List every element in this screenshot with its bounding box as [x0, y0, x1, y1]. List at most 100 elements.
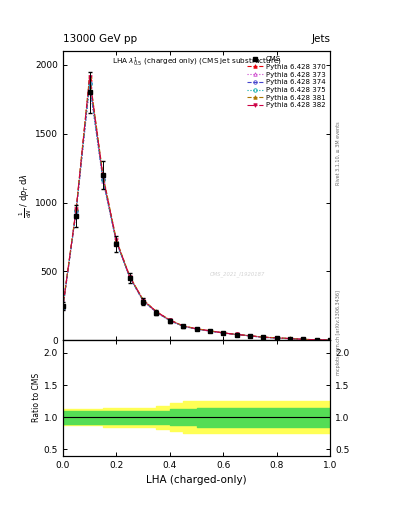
Pythia 6.428 382 — [234, 331, 239, 337]
Pythia 6.428 382 — [87, 74, 92, 80]
Pythia 6.428 370 — [328, 337, 332, 343]
Pythia 6.428 373 — [301, 336, 306, 343]
Pythia 6.428 370 — [194, 326, 199, 332]
Pythia 6.428 373 — [61, 305, 65, 311]
Pythia 6.428 382 — [301, 336, 306, 343]
Pythia 6.428 373 — [208, 328, 212, 334]
Pythia 6.428 370 — [274, 335, 279, 341]
Pythia 6.428 381 — [234, 331, 239, 337]
Pythia 6.428 374 — [314, 337, 319, 343]
Pythia 6.428 382 — [328, 337, 332, 343]
Pythia 6.428 374 — [261, 334, 266, 340]
Pythia 6.428 381 — [154, 308, 159, 314]
Text: LHA $\lambda^{1}_{0.5}$ (charged only) (CMS jet substructure): LHA $\lambda^{1}_{0.5}$ (charged only) (… — [112, 55, 281, 69]
Pythia 6.428 373 — [288, 336, 292, 342]
Pythia 6.428 382 — [167, 317, 172, 323]
Y-axis label: $\frac{1}{\mathrm{d}N}$ / $\mathrm{d}p_T\,\mathrm{d}\lambda$: $\frac{1}{\mathrm{d}N}$ / $\mathrm{d}p_T… — [17, 174, 34, 218]
Pythia 6.428 373 — [328, 337, 332, 343]
Pythia 6.428 375 — [288, 336, 292, 342]
Pythia 6.428 382 — [101, 174, 105, 180]
Pythia 6.428 373 — [87, 82, 92, 89]
Pythia 6.428 382 — [248, 333, 252, 339]
Pythia 6.428 382 — [114, 237, 119, 243]
Pythia 6.428 381 — [141, 296, 145, 303]
Pythia 6.428 382 — [127, 273, 132, 280]
Pythia 6.428 381 — [181, 323, 185, 329]
Pythia 6.428 370 — [141, 297, 145, 303]
Pythia 6.428 374 — [248, 333, 252, 339]
Pythia 6.428 375 — [301, 336, 306, 343]
Pythia 6.428 373 — [261, 334, 266, 340]
Pythia 6.428 374 — [167, 317, 172, 324]
Pythia 6.428 370 — [61, 304, 65, 310]
Pythia 6.428 381 — [101, 172, 105, 178]
Pythia 6.428 381 — [74, 205, 79, 211]
Pythia 6.428 375 — [274, 335, 279, 341]
Pythia 6.428 373 — [154, 310, 159, 316]
Pythia 6.428 373 — [181, 323, 185, 329]
Pythia 6.428 370 — [234, 331, 239, 337]
Pythia 6.428 374 — [114, 239, 119, 245]
Pythia 6.428 374 — [74, 207, 79, 213]
Pythia 6.428 382 — [274, 335, 279, 341]
Pythia 6.428 375 — [167, 317, 172, 324]
Pythia 6.428 373 — [141, 298, 145, 304]
Pythia 6.428 381 — [221, 330, 226, 336]
Pythia 6.428 375 — [181, 323, 185, 329]
Pythia 6.428 373 — [314, 337, 319, 343]
Pythia 6.428 370 — [181, 323, 185, 329]
Y-axis label: Ratio to CMS: Ratio to CMS — [32, 373, 41, 422]
Pythia 6.428 381 — [61, 303, 65, 309]
Pythia 6.428 370 — [87, 76, 92, 82]
Pythia 6.428 382 — [314, 337, 319, 343]
Pythia 6.428 382 — [194, 326, 199, 332]
Pythia 6.428 382 — [74, 206, 79, 212]
Pythia 6.428 375 — [328, 337, 332, 343]
Pythia 6.428 375 — [208, 328, 212, 334]
Pythia 6.428 370 — [114, 238, 119, 244]
Pythia 6.428 373 — [74, 208, 79, 214]
Pythia 6.428 370 — [208, 328, 212, 334]
Pythia 6.428 375 — [141, 297, 145, 304]
Pythia 6.428 374 — [274, 335, 279, 341]
Pythia 6.428 375 — [61, 305, 65, 311]
Pythia 6.428 375 — [261, 334, 266, 340]
Pythia 6.428 381 — [194, 326, 199, 332]
Pythia 6.428 370 — [221, 330, 226, 336]
Pythia 6.428 370 — [74, 206, 79, 212]
Pythia 6.428 373 — [101, 178, 105, 184]
Pythia 6.428 374 — [61, 304, 65, 310]
Pythia 6.428 373 — [127, 274, 132, 281]
Pythia 6.428 375 — [127, 274, 132, 281]
Legend: CMS, Pythia 6.428 370, Pythia 6.428 373, Pythia 6.428 374, Pythia 6.428 375, Pyt: CMS, Pythia 6.428 370, Pythia 6.428 373,… — [245, 53, 328, 111]
Pythia 6.428 370 — [101, 175, 105, 181]
Pythia 6.428 370 — [314, 337, 319, 343]
Pythia 6.428 370 — [127, 274, 132, 280]
Line: Pythia 6.428 370: Pythia 6.428 370 — [61, 77, 332, 342]
Pythia 6.428 375 — [154, 309, 159, 315]
Text: mcplots.cern.ch [arXiv:1306.3436]: mcplots.cern.ch [arXiv:1306.3436] — [336, 290, 341, 375]
Pythia 6.428 375 — [87, 81, 92, 87]
Pythia 6.428 370 — [301, 336, 306, 343]
Pythia 6.428 374 — [127, 274, 132, 280]
Pythia 6.428 374 — [141, 297, 145, 304]
Pythia 6.428 370 — [167, 317, 172, 323]
Pythia 6.428 382 — [154, 309, 159, 315]
Pythia 6.428 381 — [301, 336, 306, 343]
Line: Pythia 6.428 374: Pythia 6.428 374 — [61, 81, 332, 342]
Pythia 6.428 373 — [221, 330, 226, 336]
Pythia 6.428 370 — [288, 335, 292, 342]
Pythia 6.428 374 — [234, 331, 239, 337]
Line: Pythia 6.428 381: Pythia 6.428 381 — [61, 74, 332, 342]
Pythia 6.428 375 — [234, 331, 239, 337]
Pythia 6.428 382 — [208, 328, 212, 334]
Pythia 6.428 381 — [208, 328, 212, 334]
Line: Pythia 6.428 382: Pythia 6.428 382 — [61, 76, 332, 342]
Pythia 6.428 370 — [261, 334, 266, 340]
Pythia 6.428 381 — [288, 335, 292, 342]
Pythia 6.428 381 — [248, 333, 252, 339]
Pythia 6.428 374 — [221, 330, 226, 336]
Pythia 6.428 375 — [114, 239, 119, 245]
Pythia 6.428 381 — [114, 237, 119, 243]
Pythia 6.428 374 — [208, 328, 212, 334]
